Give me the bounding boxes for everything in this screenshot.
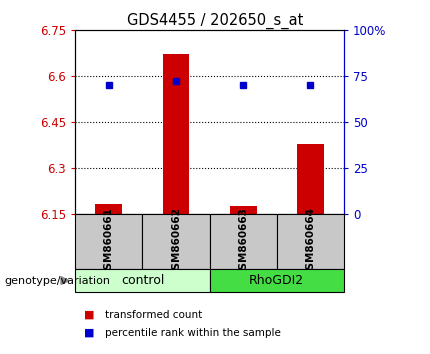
Bar bbox=[75, 214, 142, 269]
Text: genotype/variation: genotype/variation bbox=[4, 275, 111, 286]
Text: GSM860662: GSM860662 bbox=[171, 207, 181, 276]
Text: RhoGDI2: RhoGDI2 bbox=[249, 274, 304, 287]
Bar bbox=[230, 206, 257, 214]
Text: transformed count: transformed count bbox=[105, 310, 203, 320]
Bar bbox=[277, 214, 344, 269]
Bar bbox=[142, 214, 210, 269]
Bar bbox=[95, 204, 122, 214]
Text: percentile rank within the sample: percentile rank within the sample bbox=[105, 328, 281, 338]
Bar bbox=[210, 214, 277, 269]
Text: control: control bbox=[121, 274, 164, 287]
Bar bbox=[163, 54, 190, 214]
Text: GSM860661: GSM860661 bbox=[104, 207, 114, 276]
Text: GDS4455 / 202650_s_at: GDS4455 / 202650_s_at bbox=[127, 12, 303, 29]
Bar bbox=[297, 144, 324, 214]
Bar bbox=[75, 269, 210, 292]
Text: ■: ■ bbox=[84, 328, 94, 338]
Text: ■: ■ bbox=[84, 310, 94, 320]
Text: GSM860663: GSM860663 bbox=[238, 207, 248, 276]
Bar bbox=[210, 269, 344, 292]
Text: GSM860664: GSM860664 bbox=[305, 207, 316, 276]
